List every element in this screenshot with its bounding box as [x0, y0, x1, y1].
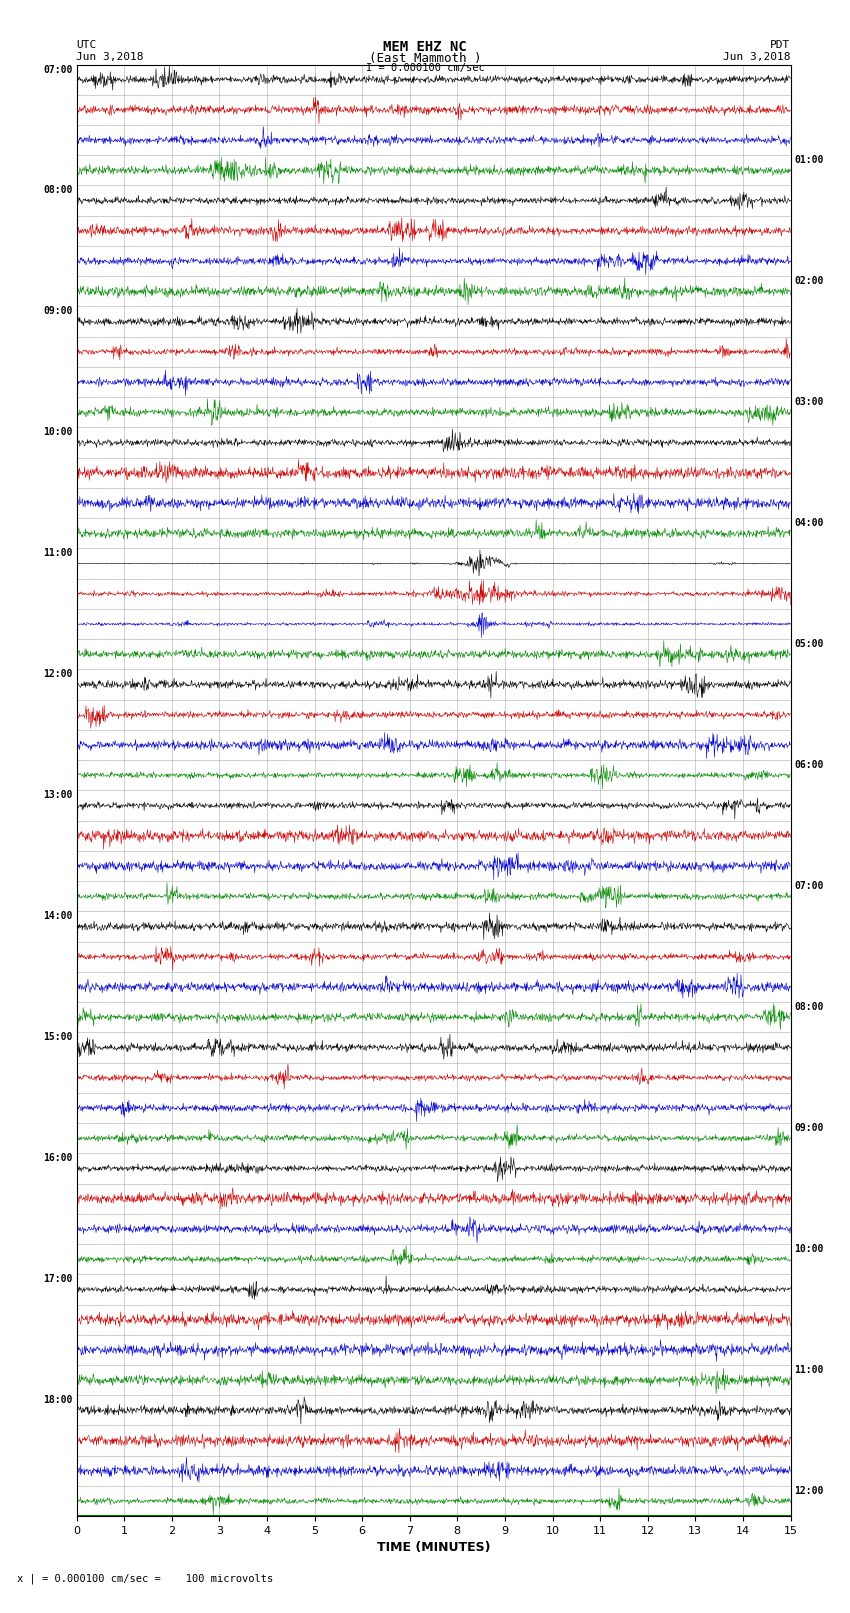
Text: 07:00: 07:00 — [794, 881, 824, 890]
Text: 13:00: 13:00 — [43, 790, 73, 800]
Text: UTC: UTC — [76, 40, 97, 50]
Text: (East Mammoth ): (East Mammoth ) — [369, 52, 481, 65]
Text: 11:00: 11:00 — [43, 548, 73, 558]
Text: 07:00: 07:00 — [43, 65, 73, 74]
Text: 12:00: 12:00 — [43, 669, 73, 679]
Text: 01:00: 01:00 — [794, 155, 824, 165]
Text: I = 0.000100 cm/sec: I = 0.000100 cm/sec — [366, 63, 484, 73]
Text: 14:00: 14:00 — [43, 911, 73, 921]
Text: 08:00: 08:00 — [794, 1002, 824, 1011]
Text: x | = 0.000100 cm/sec =    100 microvolts: x | = 0.000100 cm/sec = 100 microvolts — [17, 1573, 273, 1584]
Text: 05:00: 05:00 — [794, 639, 824, 648]
Text: 18:00: 18:00 — [43, 1395, 73, 1405]
Text: 09:00: 09:00 — [794, 1123, 824, 1132]
Text: 10:00: 10:00 — [43, 427, 73, 437]
Text: Jun 3,2018: Jun 3,2018 — [723, 52, 791, 61]
Text: 08:00: 08:00 — [43, 185, 73, 195]
Text: 09:00: 09:00 — [43, 306, 73, 316]
X-axis label: TIME (MINUTES): TIME (MINUTES) — [377, 1542, 490, 1555]
Text: 02:00: 02:00 — [794, 276, 824, 286]
Text: 12:00: 12:00 — [794, 1486, 824, 1495]
Text: Jun 3,2018: Jun 3,2018 — [76, 52, 144, 61]
Text: 03:00: 03:00 — [794, 397, 824, 406]
Text: 17:00: 17:00 — [43, 1274, 73, 1284]
Text: 11:00: 11:00 — [794, 1365, 824, 1374]
Text: PDT: PDT — [770, 40, 790, 50]
Text: 15:00: 15:00 — [43, 1032, 73, 1042]
Text: 04:00: 04:00 — [794, 518, 824, 527]
Text: MEM EHZ NC: MEM EHZ NC — [383, 40, 467, 55]
Text: 16:00: 16:00 — [43, 1153, 73, 1163]
Text: 06:00: 06:00 — [794, 760, 824, 769]
Text: 10:00: 10:00 — [794, 1244, 824, 1253]
